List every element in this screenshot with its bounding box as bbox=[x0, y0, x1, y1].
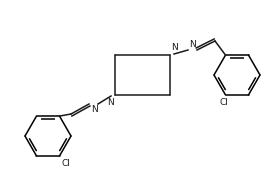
Text: N: N bbox=[189, 40, 195, 49]
Text: N: N bbox=[107, 98, 114, 107]
Text: N: N bbox=[91, 105, 97, 114]
Text: N: N bbox=[171, 43, 178, 52]
Text: Cl: Cl bbox=[62, 159, 70, 168]
Text: Cl: Cl bbox=[219, 98, 228, 107]
